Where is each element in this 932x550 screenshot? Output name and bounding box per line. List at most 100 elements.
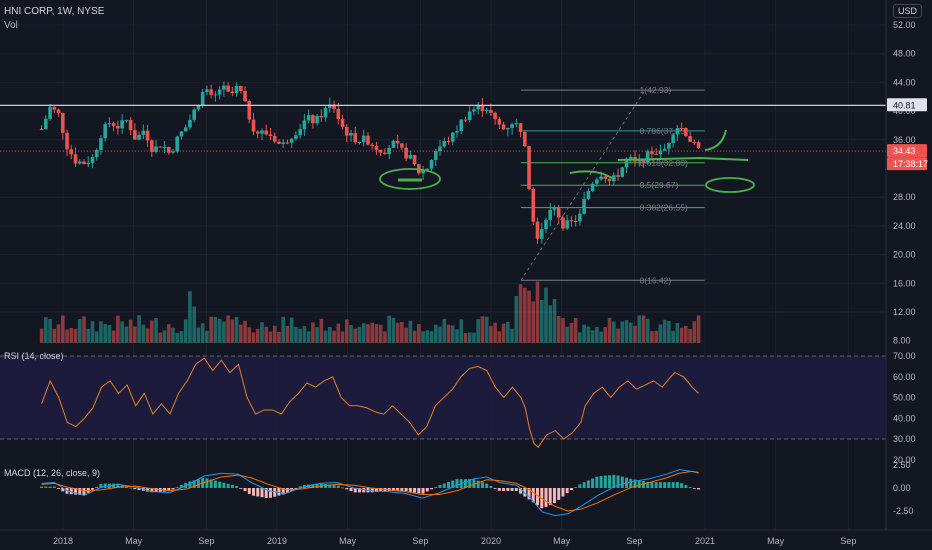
macd-histogram-bar <box>591 478 595 488</box>
current-price-label-bg <box>887 144 927 158</box>
macd-histogram-bar <box>463 479 467 488</box>
candle-body <box>226 85 230 92</box>
user-drawings[interactable] <box>0 104 886 193</box>
volume-bar <box>340 331 345 343</box>
candle-body <box>650 151 654 154</box>
candle-body <box>578 213 582 222</box>
volume-bar <box>446 324 451 343</box>
volume-bar <box>120 321 124 343</box>
macd-histogram-bar <box>396 488 400 491</box>
candle-body <box>645 151 650 164</box>
candle-body <box>421 169 425 174</box>
candle-body <box>192 109 196 120</box>
macd-histogram-bar <box>239 488 243 489</box>
candle-body <box>239 85 243 91</box>
candle-body <box>328 104 332 109</box>
macd-histogram-bar <box>438 484 442 488</box>
volume-bar <box>319 318 324 343</box>
macd-histogram-bar <box>222 482 226 488</box>
volume-bar <box>658 324 663 343</box>
candle-body <box>518 123 523 132</box>
drawn-ellipse[interactable] <box>379 168 441 190</box>
candle-body <box>357 142 362 144</box>
volume-bar <box>349 325 353 343</box>
drawn-curve[interactable] <box>617 156 749 161</box>
candle-body <box>383 152 387 155</box>
candle-body <box>103 124 107 139</box>
price-tick-label: 8.00 <box>893 336 911 346</box>
candle-body <box>446 141 451 143</box>
countdown-label: 17:38:17 <box>893 159 928 169</box>
volume-bar <box>353 328 358 343</box>
candle-body <box>510 124 514 128</box>
macd-tick-label: -2.50 <box>893 506 914 516</box>
macd-histogram-bar <box>154 488 158 493</box>
candle-body <box>489 109 493 113</box>
countdown-label-bg <box>887 157 927 171</box>
macd-histogram-bar <box>447 482 451 488</box>
macd-histogram-bar <box>697 488 701 490</box>
volume-bar <box>243 320 247 343</box>
macd-histogram-bar <box>57 488 61 489</box>
candle-body <box>569 220 574 222</box>
macd-histogram-bar <box>341 487 345 489</box>
candle-body <box>450 132 455 142</box>
volume-bar <box>133 326 137 343</box>
candle-body <box>603 176 608 179</box>
rsi-tick-label: 70.00 <box>893 351 916 361</box>
macd-histogram-bar <box>247 488 251 494</box>
candle-body <box>52 106 57 110</box>
candle-body <box>65 132 69 150</box>
volume-bar <box>39 328 44 343</box>
macd-histogram-bar <box>544 488 548 507</box>
volume-bar <box>561 318 565 343</box>
candle-body <box>39 129 44 131</box>
volume-bar <box>429 331 434 343</box>
drawn-ellipse[interactable] <box>705 177 755 193</box>
volume-bar <box>412 330 417 343</box>
candle-body <box>73 154 78 164</box>
time-axis: 2018 May Sep 2019 May Sep 2020 May Sep 2021 May Sep <box>0 529 932 546</box>
fib-level-label: 0.786(37.25) <box>640 126 688 136</box>
volume-bar <box>535 281 540 343</box>
volume-bar <box>607 317 612 343</box>
macd-histogram-bar <box>497 488 501 491</box>
rsi-line <box>41 357 699 449</box>
volume-bar <box>493 322 497 343</box>
volume-bar <box>226 315 230 343</box>
candle-body <box>696 142 701 148</box>
macd-histogram-bar <box>95 486 99 488</box>
drawn-curve[interactable] <box>704 129 727 151</box>
candle-body <box>158 146 163 148</box>
macd-histogram-bar <box>688 487 692 488</box>
candle-body <box>323 108 328 118</box>
volume-bar <box>306 331 311 343</box>
volume-bar <box>52 328 57 343</box>
volume-bar <box>395 322 400 343</box>
volume-bar <box>154 318 158 343</box>
macd-histogram-bar <box>413 488 417 493</box>
price-candles[interactable] <box>39 81 701 244</box>
volume-bar <box>692 321 697 343</box>
volume-bar <box>311 322 315 343</box>
fibonacci-retracement[interactable]: 1(42.93) 0.786(37.25) 0.618(32.80) 0.5(29.6… <box>520 85 705 285</box>
drawn-curve[interactable] <box>569 170 613 179</box>
macd-histogram-bar <box>612 474 616 488</box>
volume-bar <box>230 319 235 343</box>
macd-histogram-bar <box>137 488 141 491</box>
volume-bar <box>531 301 536 343</box>
candle-body <box>620 167 625 177</box>
candle-body <box>628 156 633 159</box>
macd-histogram-bar <box>209 479 213 488</box>
macd-histogram-bar <box>285 488 289 493</box>
candle-body <box>501 124 506 130</box>
volume-bar <box>650 331 654 343</box>
macd-histogram-bar <box>294 488 298 489</box>
macd-histogram-bar <box>40 486 44 488</box>
currency-button[interactable]: USD <box>892 4 922 18</box>
macd-histogram-bar <box>103 483 107 488</box>
macd-histogram-bar <box>493 488 497 489</box>
volume-bar <box>539 300 544 343</box>
